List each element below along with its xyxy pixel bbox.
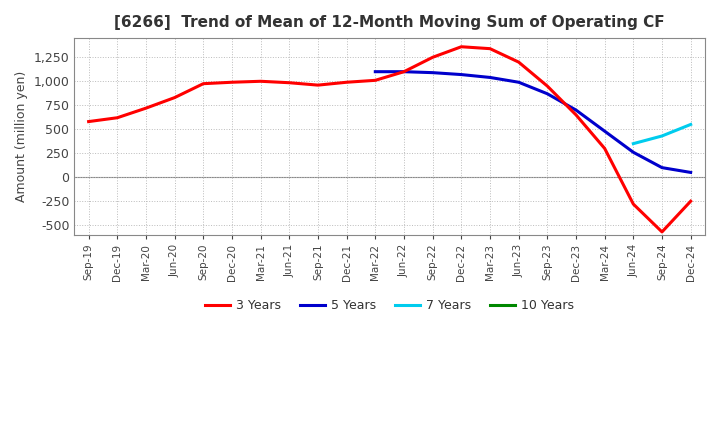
5 Years <box>572 107 580 113</box>
3 Years <box>629 202 638 207</box>
5 Years <box>657 165 666 170</box>
Line: 5 Years: 5 Years <box>375 72 690 172</box>
3 Years <box>400 69 408 74</box>
3 Years <box>457 44 466 49</box>
3 Years <box>171 95 179 100</box>
3 Years <box>142 106 150 111</box>
Line: 3 Years: 3 Years <box>89 47 690 232</box>
3 Years <box>371 78 379 83</box>
7 Years <box>686 122 695 127</box>
3 Years <box>342 80 351 85</box>
Line: 7 Years: 7 Years <box>634 125 690 143</box>
3 Years <box>572 112 580 117</box>
Y-axis label: Amount (million yen): Amount (million yen) <box>15 71 28 202</box>
5 Years <box>428 70 437 75</box>
3 Years <box>600 146 609 151</box>
3 Years <box>486 46 495 51</box>
3 Years <box>228 80 236 85</box>
5 Years <box>686 170 695 175</box>
3 Years <box>256 79 265 84</box>
3 Years <box>113 115 122 121</box>
3 Years <box>428 55 437 60</box>
5 Years <box>486 75 495 80</box>
5 Years <box>629 150 638 155</box>
Title: [6266]  Trend of Mean of 12-Month Moving Sum of Operating CF: [6266] Trend of Mean of 12-Month Moving … <box>114 15 665 30</box>
5 Years <box>543 91 552 96</box>
3 Years <box>84 119 93 124</box>
3 Years <box>514 59 523 65</box>
5 Years <box>400 69 408 74</box>
3 Years <box>199 81 207 86</box>
3 Years <box>657 229 666 235</box>
Legend: 3 Years, 5 Years, 7 Years, 10 Years: 3 Years, 5 Years, 7 Years, 10 Years <box>200 294 580 317</box>
7 Years <box>629 141 638 146</box>
5 Years <box>600 128 609 134</box>
7 Years <box>657 133 666 139</box>
5 Years <box>371 69 379 74</box>
3 Years <box>686 198 695 204</box>
3 Years <box>285 80 294 85</box>
5 Years <box>457 72 466 77</box>
5 Years <box>514 80 523 85</box>
3 Years <box>543 84 552 89</box>
3 Years <box>314 82 323 88</box>
